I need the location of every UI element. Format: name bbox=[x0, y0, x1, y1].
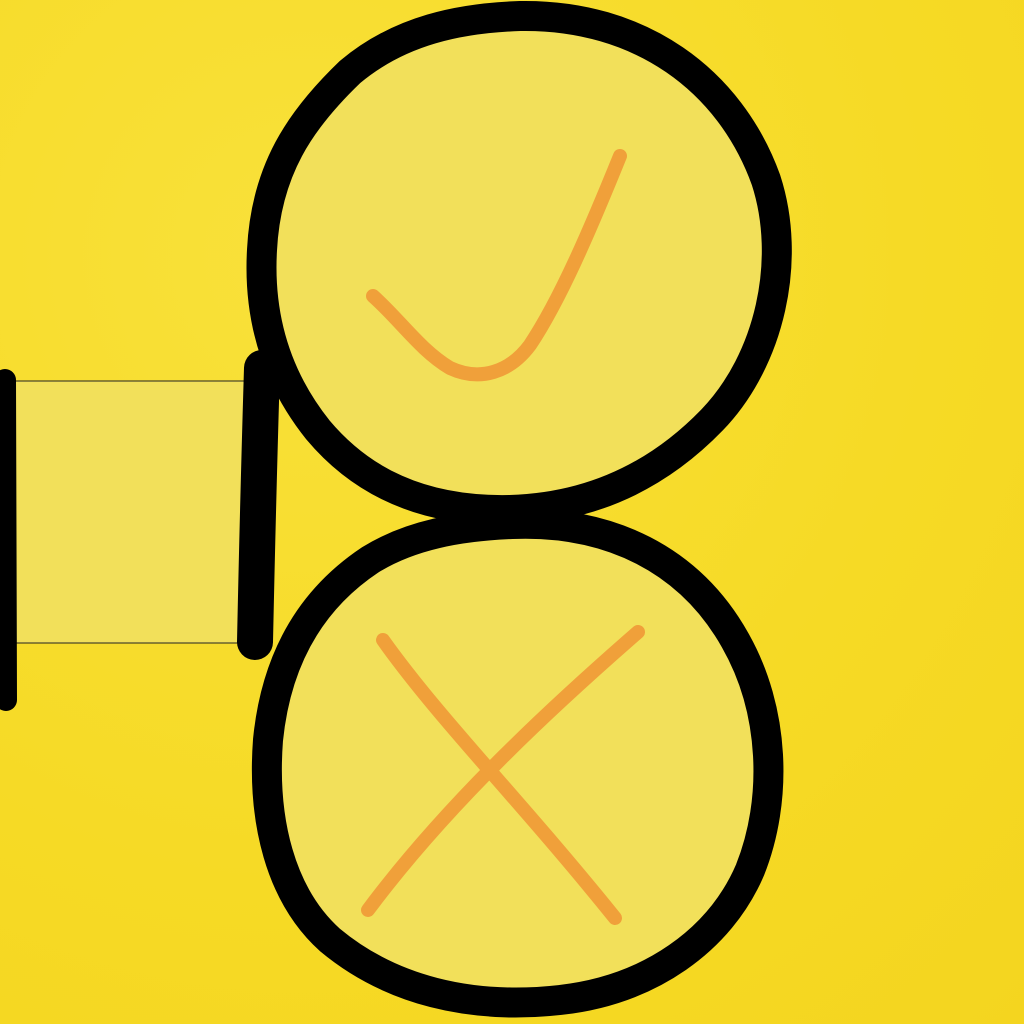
cancel-button-circle bbox=[251, 508, 784, 1018]
confirm-button[interactable] bbox=[246, 0, 792, 526]
check-mark-icon bbox=[366, 149, 627, 382]
cancel-button[interactable] bbox=[251, 508, 784, 1018]
side-panel-handle[interactable] bbox=[237, 350, 280, 660]
x-mark-icon-stroke-2 bbox=[361, 625, 645, 917]
side-panel-fill bbox=[0, 380, 259, 644]
x-mark-icon-stroke-1 bbox=[376, 633, 622, 925]
confirm-button-circle bbox=[246, 0, 792, 526]
side-panel[interactable] bbox=[0, 350, 280, 711]
side-panel-left-edge bbox=[0, 369, 17, 711]
